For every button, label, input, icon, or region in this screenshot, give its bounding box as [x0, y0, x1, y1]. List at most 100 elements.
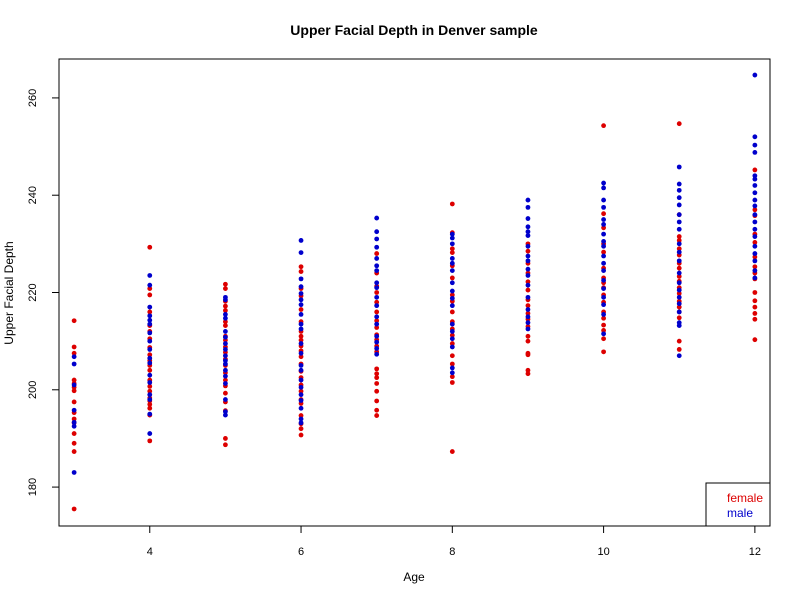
male-point: [677, 188, 682, 193]
male-point: [752, 268, 757, 273]
female-point: [752, 298, 757, 303]
male-point: [299, 420, 304, 425]
legend-entry-female: female: [727, 491, 763, 505]
male-point: [752, 258, 757, 263]
male-point: [374, 263, 379, 268]
male-point: [223, 329, 228, 334]
male-point: [223, 316, 228, 321]
female-point: [72, 441, 77, 446]
female-point: [299, 269, 304, 274]
female-point: [752, 305, 757, 310]
male-point: [601, 186, 606, 191]
female-point: [72, 431, 77, 436]
male-point: [601, 205, 606, 210]
female-point: [450, 250, 455, 255]
legend-entry-male: male: [727, 506, 753, 520]
male-point: [677, 220, 682, 225]
male-point: [450, 336, 455, 341]
male-point: [450, 280, 455, 285]
female-point: [374, 408, 379, 413]
male-point: [601, 261, 606, 266]
male-point: [450, 366, 455, 371]
female-point: [223, 304, 228, 309]
male-point: [601, 244, 606, 249]
male-point: [450, 289, 455, 294]
male-point: [450, 241, 455, 246]
male-point: [450, 236, 455, 241]
female-point: [72, 345, 77, 350]
male-point: [677, 271, 682, 276]
male-point: [677, 212, 682, 217]
male-point: [147, 431, 152, 436]
female-point: [147, 293, 152, 298]
female-point: [677, 315, 682, 320]
male-point: [147, 373, 152, 378]
female-point: [223, 436, 228, 441]
male-point: [374, 322, 379, 327]
male-point: [223, 413, 228, 418]
female-point: [72, 388, 77, 393]
male-point: [374, 314, 379, 319]
male-point: [601, 198, 606, 203]
female-point: [223, 391, 228, 396]
female-point: [72, 449, 77, 454]
male-point: [752, 150, 757, 155]
female-point: [147, 245, 152, 250]
male-point: [147, 361, 152, 366]
male-point: [752, 177, 757, 182]
female-point: [223, 286, 228, 291]
male-point: [147, 313, 152, 318]
female-point: [450, 380, 455, 385]
male-point: [72, 354, 77, 359]
male-point: [299, 368, 304, 373]
female-point: [374, 375, 379, 380]
female-point: [72, 318, 77, 323]
male-point: [601, 312, 606, 317]
male-point: [72, 408, 77, 413]
male-point: [601, 239, 606, 244]
male-point: [677, 295, 682, 300]
male-point: [147, 356, 152, 361]
male-point: [601, 217, 606, 222]
female-point: [601, 123, 606, 128]
female-point: [374, 413, 379, 418]
male-point: [72, 424, 77, 429]
chart-title: Upper Facial Depth in Denver sample: [290, 22, 538, 38]
male-point: [601, 268, 606, 273]
male-point: [601, 181, 606, 186]
male-point: [374, 268, 379, 273]
male-point: [752, 198, 757, 203]
female-point: [526, 249, 531, 254]
male-point: [147, 380, 152, 385]
female-point: [72, 400, 77, 405]
female-point: [223, 323, 228, 328]
female-point: [450, 353, 455, 358]
male-point: [450, 370, 455, 375]
male-point: [374, 303, 379, 308]
male-point: [299, 312, 304, 317]
female-point: [526, 288, 531, 293]
x-tick-label-12: 12: [749, 546, 761, 558]
male-point: [147, 322, 152, 327]
female-point: [752, 317, 757, 322]
male-point: [147, 339, 152, 344]
female-point: [601, 336, 606, 341]
male-point: [526, 198, 531, 203]
female-point: [299, 307, 304, 312]
male-point: [526, 320, 531, 325]
male-point: [450, 256, 455, 261]
female-point: [374, 290, 379, 295]
male-point: [374, 237, 379, 242]
male-point: [147, 412, 152, 417]
male-point: [450, 296, 455, 301]
female-point: [450, 449, 455, 454]
x-tick-label-6: 6: [298, 546, 304, 558]
male-point: [601, 286, 606, 291]
y-tick-label-180: 180: [27, 478, 39, 496]
y-tick-label-240: 240: [27, 186, 39, 204]
male-point: [526, 216, 531, 221]
x-tick-label-8: 8: [449, 546, 455, 558]
male-point: [677, 301, 682, 306]
male-point: [374, 245, 379, 250]
male-point: [147, 347, 152, 352]
